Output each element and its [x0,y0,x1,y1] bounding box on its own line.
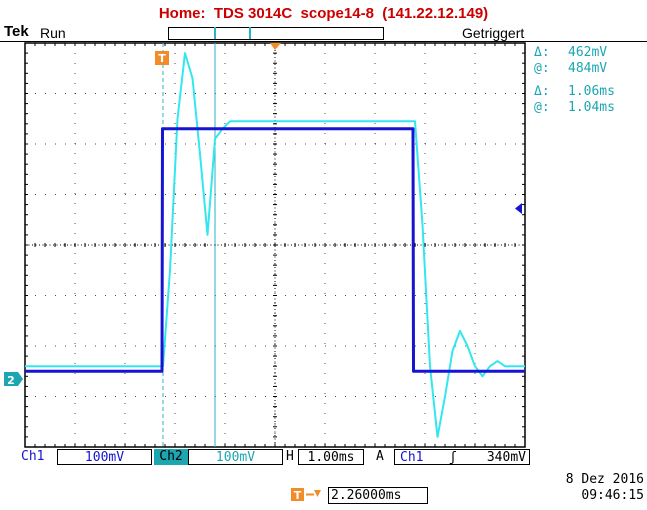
channel2-marker-label: 2 [7,374,15,387]
timestamp: 8 Dez 2016 09:46:15 [548,472,644,504]
trigger-slope-icon: ʃ [449,450,457,465]
cursor-at-symbol: @: [534,100,550,115]
trigger-source: Ch1 [400,450,424,465]
channel2-marker[interactable]: 2 [4,372,23,387]
cursor-readout-row: @: 484mV [534,61,644,77]
trace-ch1 [25,127,525,373]
channel2-marker-shape [4,372,23,386]
cursor-at-time: 1.04ms [568,100,615,115]
trigger-marker[interactable]: T [155,51,169,65]
graticule [24,42,526,448]
cursor-readout-row: @: 1.04ms [534,100,644,116]
trigger-settings[interactable]: Ch1 ʃ 340mV [394,449,530,465]
trigger-marker-label: T [158,52,166,65]
cursor-readout-row: Δ: 462mV [534,45,644,61]
cursor-delta-time: 1.06ms [568,84,615,99]
cursor-delta-symbol: Δ: [534,84,550,99]
cursor-at-voltage: 484mV [568,61,608,76]
header-divider [0,41,647,42]
cursor-delta-symbol: Δ: [534,45,550,60]
trigger-position-marker [270,43,281,50]
traces [25,52,525,438]
ch1-scale[interactable]: 100mV [57,449,152,465]
cursors [162,43,216,447]
record-cursor-right [249,27,251,39]
delay-icon: T [291,488,321,502]
cursor-readout-row: Δ: 1.06ms [534,84,644,100]
date-text: 8 Dez 2016 [565,472,644,487]
run-state: Run [40,25,66,41]
brand-logo: Tek [4,23,29,40]
cursor-readouts: Δ: 462mV @: 484mV Δ: 1.06ms @: 1.04ms [534,45,644,116]
horizontal-scale[interactable]: 1.00ms [298,449,364,465]
ch2-scale[interactable]: 100mV [188,449,283,465]
window-title: Home: TDS 3014C scope14-8 (141.22.12.149… [158,5,489,22]
record-position-bar[interactable] [168,27,384,40]
trigger-level: 340mV [486,450,526,465]
svg-text:T: T [294,489,302,502]
trigger-mode: A [376,449,384,464]
time-text: 09:46:15 [581,488,644,503]
cursor-at-symbol: @: [534,61,550,76]
horizontal-label: H [286,449,294,464]
ch2-label[interactable]: Ch2 [154,449,188,465]
cursor-delta-voltage: 462mV [568,45,608,60]
trigger-state: Getriggert [462,25,525,41]
trigger-level-marker[interactable] [515,203,522,214]
record-cursor-left [214,27,216,39]
delay-value[interactable]: 2.26000ms [328,487,428,504]
status-bar: Ch1 100mV Ch2 100mV H 1.00ms A Ch1 ʃ 340… [20,449,530,466]
ch1-label[interactable]: Ch1 [21,449,45,464]
trigger-marker-box [155,51,169,65]
